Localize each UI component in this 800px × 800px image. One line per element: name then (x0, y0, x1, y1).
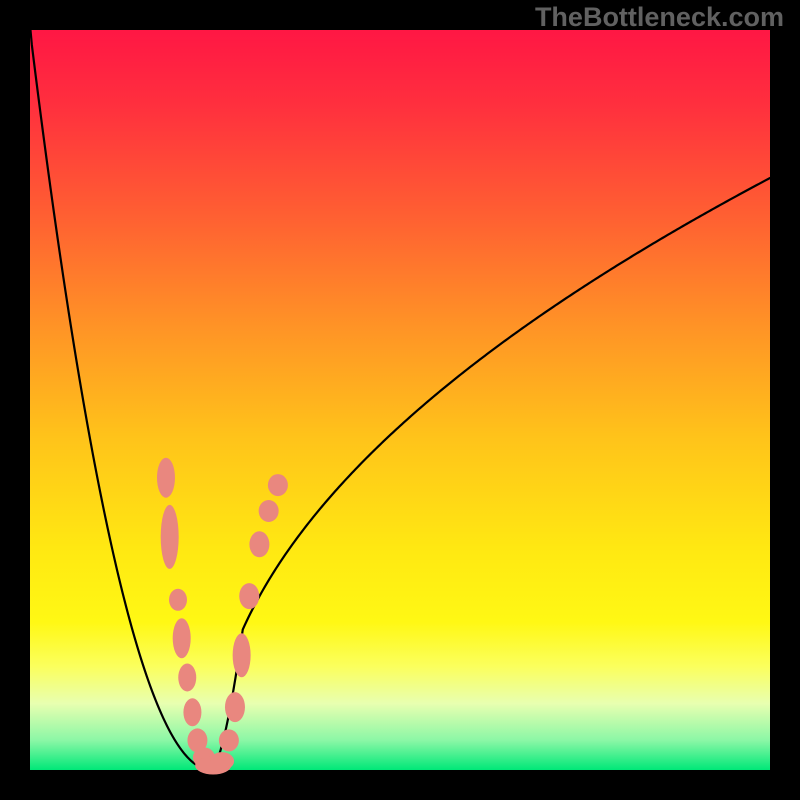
data-marker (169, 589, 187, 611)
data-marker (233, 633, 251, 677)
watermark-text: TheBottleneck.com (535, 2, 784, 33)
data-marker (239, 583, 259, 609)
data-marker (268, 474, 288, 496)
data-marker (157, 458, 175, 498)
data-marker (178, 664, 196, 692)
chart-svg (0, 0, 800, 800)
data-marker (183, 698, 201, 726)
data-marker (210, 752, 234, 770)
data-marker (161, 505, 179, 569)
data-marker (219, 729, 239, 751)
data-marker (259, 500, 279, 522)
chart-root: TheBottleneck.com (0, 0, 800, 800)
data-marker (249, 531, 269, 557)
data-marker (225, 692, 245, 722)
data-marker (173, 618, 191, 658)
